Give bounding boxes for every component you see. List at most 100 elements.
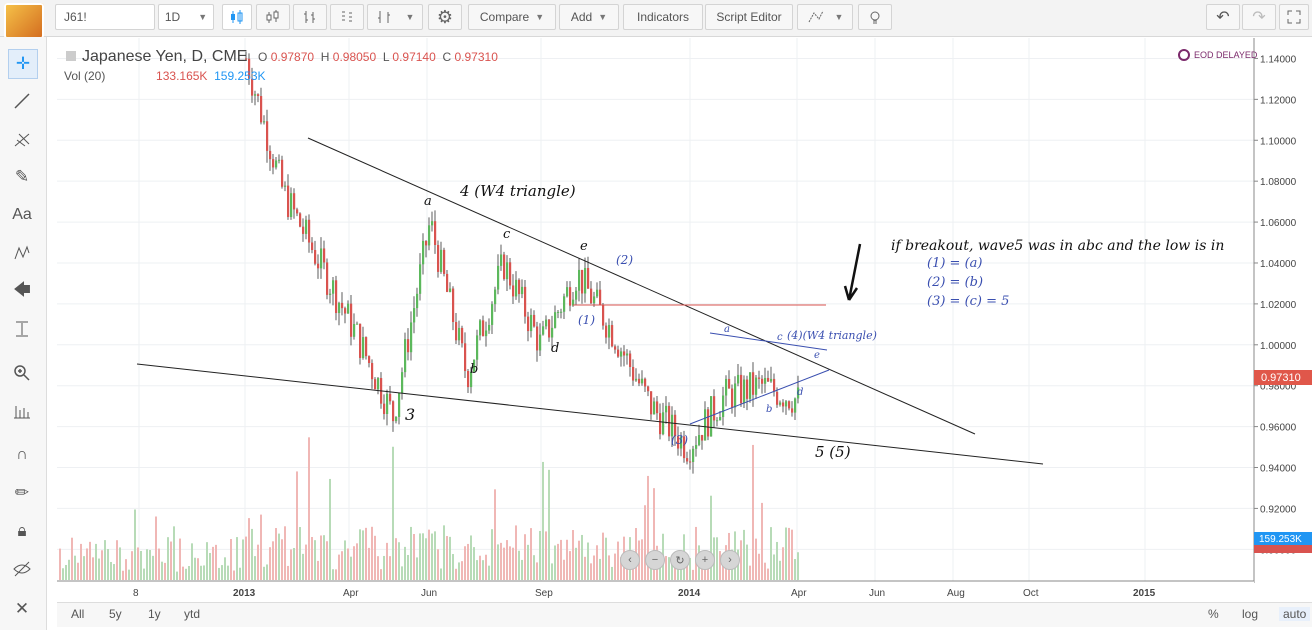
volume-bar xyxy=(719,551,721,580)
price-axis[interactable]: 1.14000 1.12000 1.10000 1.08000 1.06000 1.040… xyxy=(1253,38,1312,583)
volume-bar xyxy=(563,559,565,580)
bar-pattern-icon xyxy=(14,406,30,419)
candle-body xyxy=(599,289,602,305)
undo-button[interactable]: ↶ xyxy=(1206,4,1240,30)
reset-button[interactable]: ↻ xyxy=(670,550,690,570)
remove-drawings-tool[interactable]: ✕ xyxy=(8,595,36,623)
volume-bar xyxy=(485,554,487,580)
zoom-tool[interactable] xyxy=(8,359,36,387)
volume-bar xyxy=(263,566,265,580)
volume-bar xyxy=(647,475,649,580)
candle-body xyxy=(644,378,647,387)
volume-bar xyxy=(455,568,457,580)
percent-scale-button[interactable]: % xyxy=(1208,607,1219,621)
volume-bar xyxy=(80,543,82,580)
annotation-arrow[interactable] xyxy=(843,243,862,301)
script-editor-button[interactable]: Script Editor xyxy=(705,4,793,30)
price-axis-background xyxy=(1254,38,1312,583)
pitchfork-tool[interactable] xyxy=(8,125,36,153)
candle-body xyxy=(542,326,545,335)
log-scale-button[interactable]: log xyxy=(1242,607,1259,621)
bars-style-button[interactable] xyxy=(293,4,327,30)
triangle-lower-line[interactable] xyxy=(136,363,1044,465)
volume-bar xyxy=(488,565,490,580)
candle-body xyxy=(626,353,629,356)
zoom-out-button[interactable]: − xyxy=(645,550,665,570)
chart-type-select[interactable]: ▼ xyxy=(367,4,423,30)
chevron-left-icon: ‹ xyxy=(628,554,632,566)
volume-bar xyxy=(443,525,445,580)
volume-bar xyxy=(506,540,508,580)
range-5y-button[interactable]: 5y xyxy=(109,607,122,621)
volume-label: Vol (20) xyxy=(64,69,106,83)
pattern-icon xyxy=(808,10,823,23)
label-small-c: c xyxy=(777,332,783,343)
auto-scale-button[interactable]: auto xyxy=(1279,607,1311,621)
range-all-button[interactable]: All xyxy=(71,607,85,621)
volume-bar xyxy=(407,554,409,580)
candle-body xyxy=(524,286,527,317)
small-triangle-lower-line[interactable] xyxy=(689,369,830,425)
candle-body xyxy=(332,280,335,294)
compare-button[interactable]: Compare ▼ xyxy=(468,4,556,30)
candle-body xyxy=(632,366,635,381)
redo-button[interactable]: ↷ xyxy=(1242,4,1276,30)
zoom-in-button[interactable]: + xyxy=(695,550,715,570)
volume-bar xyxy=(473,547,475,580)
scroll-left-button[interactable]: ‹ xyxy=(620,550,640,570)
avatar[interactable] xyxy=(4,3,44,39)
candle-body xyxy=(560,311,563,313)
plus-icon: + xyxy=(701,554,709,566)
stay-in-drawing-tool[interactable]: ✏ xyxy=(8,479,36,507)
candle-body xyxy=(419,264,422,294)
text-tool[interactable]: Aa xyxy=(8,201,36,229)
small-triangle-upper-line[interactable] xyxy=(709,332,828,351)
volume-bar xyxy=(311,537,313,580)
measure-tool[interactable] xyxy=(8,315,36,343)
interval-select[interactable]: 1D ▼ xyxy=(158,4,214,30)
candle-body xyxy=(761,378,764,384)
range-ytd-button[interactable]: ytd xyxy=(184,607,201,621)
magnet-tool[interactable]: ∩ xyxy=(8,441,36,469)
triangle-upper-line[interactable] xyxy=(307,137,976,435)
arrow-tool[interactable]: 🡄 xyxy=(8,277,36,305)
brush-tool[interactable]: ✎ xyxy=(8,163,36,191)
volume-bar xyxy=(251,528,253,580)
candle-body xyxy=(428,225,431,246)
heikin-ashi-button[interactable] xyxy=(330,4,364,30)
collapse-icon[interactable] xyxy=(66,51,76,61)
bars-pattern-tool[interactable] xyxy=(8,397,36,425)
price-chart[interactable]: 4 (W4 triangle) a b c d e 3 (2) (1) (3) … xyxy=(57,38,1312,608)
scroll-right-button[interactable]: › xyxy=(720,550,740,570)
volume-bar xyxy=(293,548,295,580)
candle-body xyxy=(368,356,371,364)
volume-bar xyxy=(164,562,166,580)
candle-body xyxy=(587,267,590,289)
trend-line-tool[interactable] xyxy=(8,87,36,115)
volume-bar xyxy=(326,541,328,580)
hollow-candles-icon xyxy=(266,10,279,23)
candle-body xyxy=(581,269,584,294)
symbol-input[interactable]: J61! xyxy=(55,4,155,30)
candles-icon xyxy=(231,10,243,24)
drawing-tools-select[interactable]: ▼ xyxy=(797,4,853,30)
fullscreen-button[interactable] xyxy=(1279,4,1309,30)
indicators-button[interactable]: Indicators xyxy=(623,4,703,30)
pattern-tool[interactable] xyxy=(8,239,36,267)
settings-button[interactable]: ⚙ xyxy=(428,4,462,30)
volume-bar xyxy=(89,541,91,580)
time-tick-label: Sep xyxy=(535,588,553,599)
candle-body xyxy=(590,288,593,304)
candle-body xyxy=(530,314,533,332)
hollow-candles-button[interactable] xyxy=(256,4,290,30)
ideas-button[interactable] xyxy=(858,4,892,30)
hide-drawings-tool[interactable] xyxy=(8,555,36,583)
lock-tool[interactable]: 🔒︎ xyxy=(8,517,36,545)
volume-bar xyxy=(170,541,172,580)
crosshair-tool[interactable]: ✛ xyxy=(8,49,38,79)
volume-bar xyxy=(146,549,148,580)
chart-navigation: ‹ − ↻ + › xyxy=(620,550,740,570)
range-1y-button[interactable]: 1y xyxy=(148,607,161,621)
candles-style-button[interactable] xyxy=(222,4,252,30)
add-button[interactable]: Add ▼ xyxy=(559,4,619,30)
